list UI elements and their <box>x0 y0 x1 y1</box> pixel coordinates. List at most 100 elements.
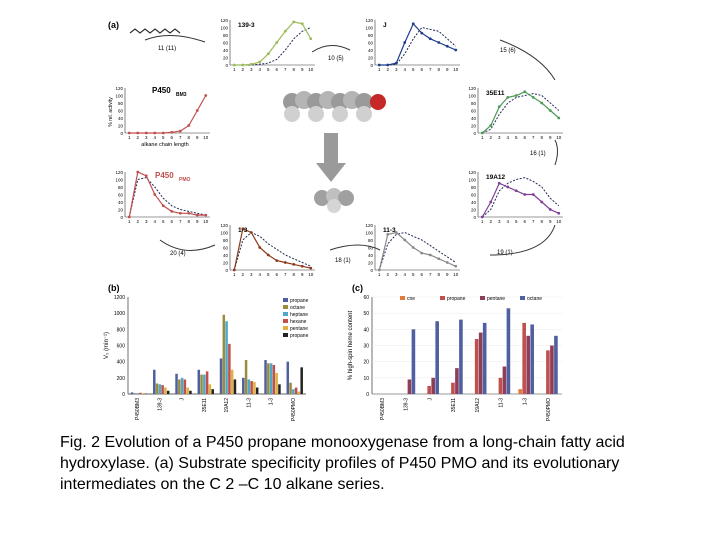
profile-point <box>523 90 527 94</box>
mini-x-tick: 4 <box>153 219 156 224</box>
profile-point <box>523 193 527 196</box>
x-tick-label: 11-3 <box>499 398 505 408</box>
profile-point <box>428 37 432 41</box>
mini-y-tick: 60 <box>223 41 229 46</box>
profile-point <box>204 213 208 217</box>
mini-chart-2: 0 20 40 60 80 100 120 1 2 3 4 5 6 7 8 9 10 J <box>365 18 460 72</box>
mini-x-tick: 1 <box>128 219 131 224</box>
mini-x-tick: 2 <box>136 219 139 224</box>
mini-x-tick: 4 <box>258 67 261 72</box>
profile-point <box>187 211 191 215</box>
mini-x-tick: 5 <box>515 219 518 224</box>
legend-label: propane <box>290 333 309 339</box>
bar <box>300 367 303 394</box>
bar <box>255 387 259 394</box>
bar <box>411 329 416 394</box>
bar <box>522 322 526 394</box>
profile-point <box>283 29 287 33</box>
mini-chart-6: 0 20 40 60 80 100 120 1 2 3 4 5 6 7 8 9 10 1-3 <box>220 223 315 277</box>
bar <box>253 381 256 394</box>
mini-y-tick: 60 <box>368 41 374 46</box>
profile-point <box>377 268 381 272</box>
profile-point <box>266 52 270 56</box>
profile-point <box>309 266 313 270</box>
y-tick-label: 10 <box>363 376 369 382</box>
legend-label: heptane <box>290 312 308 318</box>
profile-point <box>292 262 296 266</box>
profile-point <box>548 109 552 112</box>
mini-y-tick: 0 <box>370 63 373 68</box>
bar <box>247 379 251 394</box>
profile-point <box>266 253 270 257</box>
mini-y-tick: 60 <box>471 109 477 114</box>
mini-x-tick: 10 <box>453 67 459 72</box>
mini-y-tick: 0 <box>473 131 476 136</box>
profile-dashed-line <box>233 231 312 271</box>
bar <box>289 382 292 394</box>
legend-swatch <box>283 298 288 302</box>
bar <box>166 390 170 394</box>
profile-point <box>394 61 398 65</box>
bar <box>186 387 189 394</box>
profile-point <box>127 215 131 219</box>
y-axis-label: % high-spin heme content <box>348 310 354 380</box>
profile-point <box>170 209 174 213</box>
y-tick-label: 1200 <box>114 295 125 301</box>
variant-label: J <box>383 22 387 29</box>
profile-point <box>187 124 191 127</box>
bar <box>161 385 164 394</box>
profile-point <box>300 22 304 26</box>
bar <box>546 350 550 394</box>
mini-x-tick: 6 <box>523 135 526 140</box>
variant-label: 35E11 <box>486 90 505 97</box>
legend-swatch <box>283 312 288 316</box>
profile-line <box>129 95 207 134</box>
x-tick-label: 19A12 <box>224 398 230 413</box>
bar <box>502 366 507 394</box>
mini-y-tick: 20 <box>118 208 124 213</box>
arrow-1 <box>144 35 206 43</box>
x-tick-label: 19A12 <box>475 398 481 413</box>
mini-x-tick: 4 <box>506 219 509 224</box>
bar <box>197 369 201 394</box>
mini-x-tick: 3 <box>250 272 253 277</box>
mini-x-tick: 8 <box>540 219 543 224</box>
profile-line <box>379 22 457 66</box>
mini-x-tick: 3 <box>145 135 148 140</box>
mutation-label-5: 19 (1) <box>497 250 513 256</box>
mini-y-tick: 120 <box>365 223 373 228</box>
mini-x-tick: 1 <box>128 135 131 140</box>
mini-chart-3: 0 20 40 60 80 100 120 1 2 3 4 5 6 7 8 9 10 35E11 <box>468 86 563 140</box>
profile-point <box>514 94 518 97</box>
x-tick-label: P450BM3 <box>135 398 141 420</box>
mini-x-tick: 8 <box>292 272 295 277</box>
bar <box>158 384 162 394</box>
mini-y-tick: 100 <box>115 94 123 99</box>
mini-x-tick: 4 <box>153 135 156 140</box>
x-tick-label: J <box>427 398 433 401</box>
mini-y-tick: 100 <box>365 26 373 31</box>
mini-x-tick: 7 <box>429 67 432 72</box>
legend-label: cne <box>407 296 415 302</box>
mini-y-tick: 80 <box>118 185 124 190</box>
mini-y-tick: 40 <box>368 253 374 258</box>
mini-x-tick: 8 <box>187 135 190 140</box>
mini-x-tick: 5 <box>267 272 270 277</box>
x-tick-label: P450BM3 <box>380 398 386 420</box>
mini-x-tick: 9 <box>549 219 552 224</box>
mini-y-tick: 100 <box>468 94 476 99</box>
profile-dashed-line <box>234 27 312 66</box>
profile-point <box>428 253 432 257</box>
profile-point <box>178 129 182 133</box>
mini-x-tick: 3 <box>250 67 253 72</box>
mini-x-tick: 8 <box>540 135 543 140</box>
mini-x-tick: 1 <box>233 67 236 72</box>
profile-point <box>178 211 182 215</box>
bar <box>550 345 554 394</box>
bar <box>208 384 212 394</box>
mini-x-tick: 6 <box>170 135 173 140</box>
profile-point <box>136 170 140 174</box>
mini-x-tick: 10 <box>308 272 314 277</box>
mini-x-tick: 6 <box>420 67 423 72</box>
mini-y-tick: 80 <box>223 238 229 243</box>
